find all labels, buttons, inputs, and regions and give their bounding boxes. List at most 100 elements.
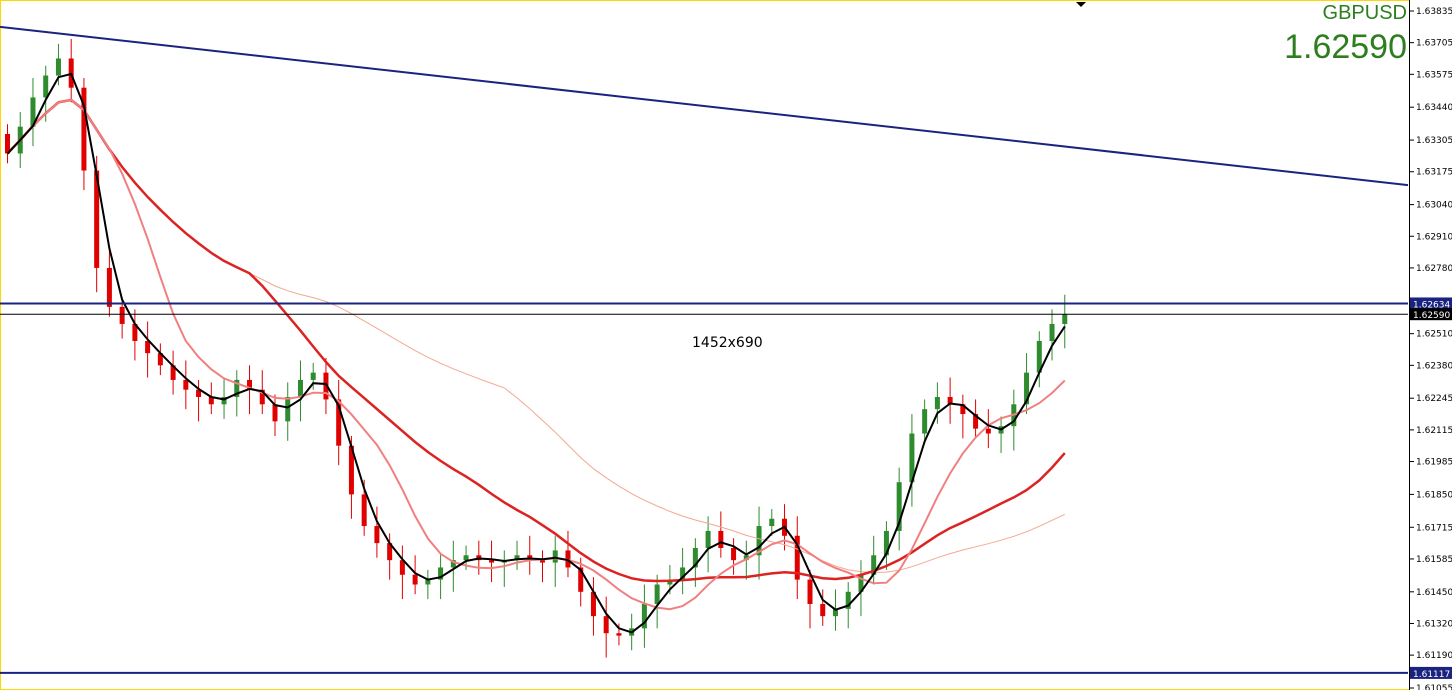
candle-body — [463, 555, 469, 561]
candle-body — [845, 591, 851, 609]
y-tick-label: 1.61450 — [1416, 588, 1452, 598]
price-tag-label: 1.62590 — [1413, 311, 1450, 321]
candle-body — [43, 75, 49, 98]
candle-body — [310, 372, 316, 380]
y-tick-label: 1.61190 — [1416, 651, 1452, 661]
y-tick-label: 1.62910 — [1416, 232, 1452, 242]
y-tick-label: 1.61320 — [1416, 619, 1452, 629]
candle-body — [973, 414, 979, 429]
candle-body — [336, 399, 342, 446]
candle-body — [106, 267, 112, 307]
candle-body — [1062, 314, 1068, 324]
candle-body — [769, 518, 775, 527]
period-marker-icon — [1076, 2, 1086, 7]
candle-body — [387, 543, 393, 561]
candle-body — [934, 396, 940, 410]
y-tick-label: 1.63835 — [1416, 7, 1452, 17]
candle-body — [756, 526, 762, 556]
y-tick-label: 1.62780 — [1416, 264, 1452, 274]
current-price: 1.62590 — [1284, 28, 1407, 66]
price-axis: 1.63835 1.63705 1.63575 1.63440 1.63305 1.631… — [1409, 7, 1452, 690]
candle-body — [794, 535, 800, 580]
horizontal-lines[interactable] — [0, 302, 1408, 674]
candle-body — [1024, 372, 1030, 405]
candle-body — [1049, 323, 1055, 341]
candle-body — [450, 560, 456, 568]
y-tick-label: 1.63305 — [1416, 136, 1452, 146]
candle-body — [489, 560, 495, 563]
candle-body — [1036, 340, 1042, 373]
candle-body — [578, 567, 584, 592]
candle-body — [692, 547, 698, 568]
y-tick-label: 1.63440 — [1416, 103, 1452, 113]
candle-body — [208, 396, 214, 405]
candle-body — [297, 379, 303, 397]
candle-body — [132, 323, 138, 341]
candle-body — [807, 579, 813, 604]
price-tag-label: 1.62634 — [1413, 300, 1450, 310]
candle-body — [272, 404, 278, 422]
candle-body — [374, 526, 380, 544]
candle-body — [552, 550, 558, 563]
candle-body — [883, 530, 889, 556]
y-tick-label: 1.61715 — [1416, 523, 1452, 533]
candle-body — [157, 353, 163, 366]
y-tick-label: 1.62380 — [1416, 361, 1452, 371]
candle-body — [540, 560, 545, 563]
candle-body — [399, 560, 405, 575]
candle-body — [81, 87, 87, 171]
candle-body — [743, 555, 749, 561]
candle-body — [119, 306, 125, 324]
candle-body — [145, 340, 151, 354]
candle-body — [514, 555, 520, 561]
candle-body — [348, 445, 354, 495]
price-tag — [1410, 297, 1452, 310]
candle-body — [896, 482, 902, 531]
candle-body — [221, 396, 227, 405]
candle-body — [718, 530, 724, 548]
candle-body — [412, 574, 418, 585]
candle-body — [285, 396, 291, 422]
y-tick-label: 1.61985 — [1416, 458, 1452, 468]
candle-body — [259, 389, 265, 405]
trendline[interactable] — [0, 25, 1409, 187]
y-tick-label: 1.63040 — [1416, 201, 1452, 211]
candle-body — [985, 428, 991, 434]
candle-body — [234, 379, 240, 397]
y-tick-label: 1.62510 — [1416, 330, 1452, 340]
candle-body — [705, 530, 711, 548]
candle-body — [94, 170, 100, 268]
y-tick-label: 1.62245 — [1416, 394, 1452, 404]
candle-body — [832, 608, 838, 617]
candle-body — [616, 633, 622, 636]
candle-body — [667, 579, 673, 585]
candle-body — [654, 584, 660, 604]
y-tick-label: 1.63175 — [1416, 168, 1452, 178]
y-tick-label: 1.61585 — [1416, 555, 1452, 565]
candle-body — [858, 574, 864, 592]
y-tick-label: 1.63575 — [1416, 70, 1452, 80]
candle-body — [590, 591, 596, 617]
candle-body — [947, 396, 953, 405]
candle-body — [5, 133, 10, 154]
candle-body — [909, 433, 915, 483]
y-tick-label: 1.62115 — [1416, 426, 1452, 436]
price-tag — [1410, 666, 1452, 679]
y-tick-label: 1.61055 — [1416, 684, 1452, 690]
candle-body — [361, 494, 367, 527]
candle-body — [731, 547, 737, 561]
y-tick-label: 1.63705 — [1416, 39, 1452, 49]
candle-body — [425, 579, 431, 585]
ma-fast-line — [6, 72, 1066, 634]
y-tick-label: 1.61850 — [1416, 490, 1452, 500]
candle-body — [247, 379, 253, 390]
size-label: 1452x690 — [692, 335, 763, 351]
symbol-label: GBPUSD — [1322, 2, 1407, 24]
candle-body — [680, 567, 686, 580]
moving-averages — [6, 72, 1066, 634]
candle-body — [603, 616, 609, 634]
candle-body — [438, 567, 444, 580]
candle-body — [323, 372, 329, 400]
